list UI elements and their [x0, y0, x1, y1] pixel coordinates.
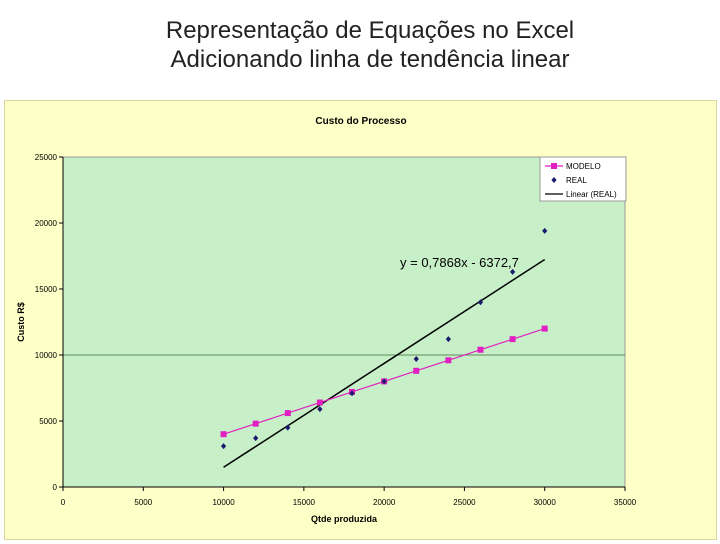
series-modelo-point	[252, 420, 259, 427]
x-tick-label: 20000	[373, 498, 396, 507]
series-modelo-point	[509, 336, 516, 343]
legend-trendline-label: Linear (REAL)	[566, 190, 617, 199]
series-modelo-point	[284, 410, 291, 417]
series-real-point	[413, 355, 419, 362]
x-tick-label: 10000	[212, 498, 235, 507]
y-tick-label: 0	[53, 483, 58, 492]
series-modelo-point	[316, 399, 323, 406]
chart-area: Custo do Processo Qtde produzida Custo R…	[4, 100, 717, 540]
series-modelo-point	[413, 367, 420, 374]
y-tick-label: 20000	[35, 219, 58, 228]
series-modelo-point	[445, 357, 452, 364]
scatter-chart: Custo do Processo Qtde produzida Custo R…	[16, 116, 637, 524]
x-tick-label: 15000	[293, 498, 316, 507]
x-tick-label: 0	[61, 498, 66, 507]
series-real-point	[285, 424, 291, 431]
y-tick-label: 10000	[35, 351, 58, 360]
x-axis-label: Qtde produzida	[311, 514, 378, 524]
series-real-point	[477, 299, 484, 306]
series-modelo-point	[477, 346, 484, 353]
y-tick-label: 15000	[35, 285, 58, 294]
legend-modelo-label: MODELO	[566, 162, 601, 171]
series-real-point	[317, 406, 323, 413]
chart-title: Custo do Processo	[315, 116, 406, 127]
series-modelo-point	[220, 431, 227, 438]
legend-modelo-marker	[551, 163, 557, 169]
y-tick-label: 25000	[35, 153, 58, 162]
series-real-point	[220, 443, 227, 450]
series-real-point	[445, 336, 451, 343]
series-real-point	[542, 227, 548, 234]
y-tick-label: 5000	[39, 417, 57, 426]
legend-real-label: REAL	[566, 176, 587, 185]
slide-title: Representação de Equações no Excel Adici…	[0, 16, 720, 74]
legend-real-marker	[551, 177, 557, 183]
series-real-point	[253, 435, 259, 442]
series-real-point	[349, 390, 355, 397]
x-tick-label: 30000	[534, 498, 557, 507]
series-real-point	[510, 268, 516, 275]
trendline-equation: y = 0,7868x - 6372,7	[400, 255, 519, 270]
series-real-point	[381, 378, 387, 385]
series-modelo-point	[541, 325, 548, 332]
x-tick-label: 25000	[453, 498, 476, 507]
slide-title-line-1: Representação de Equações no Excel	[165, 17, 575, 44]
slide-title-line-2: Adicionando linha de tendência linear	[170, 46, 570, 73]
trendline-linear-real	[223, 258, 546, 468]
x-tick-label: 35000	[614, 498, 637, 507]
y-axis-label: Custo R$	[16, 302, 26, 342]
x-tick-label: 5000	[134, 498, 152, 507]
plot-area	[62, 156, 626, 488]
